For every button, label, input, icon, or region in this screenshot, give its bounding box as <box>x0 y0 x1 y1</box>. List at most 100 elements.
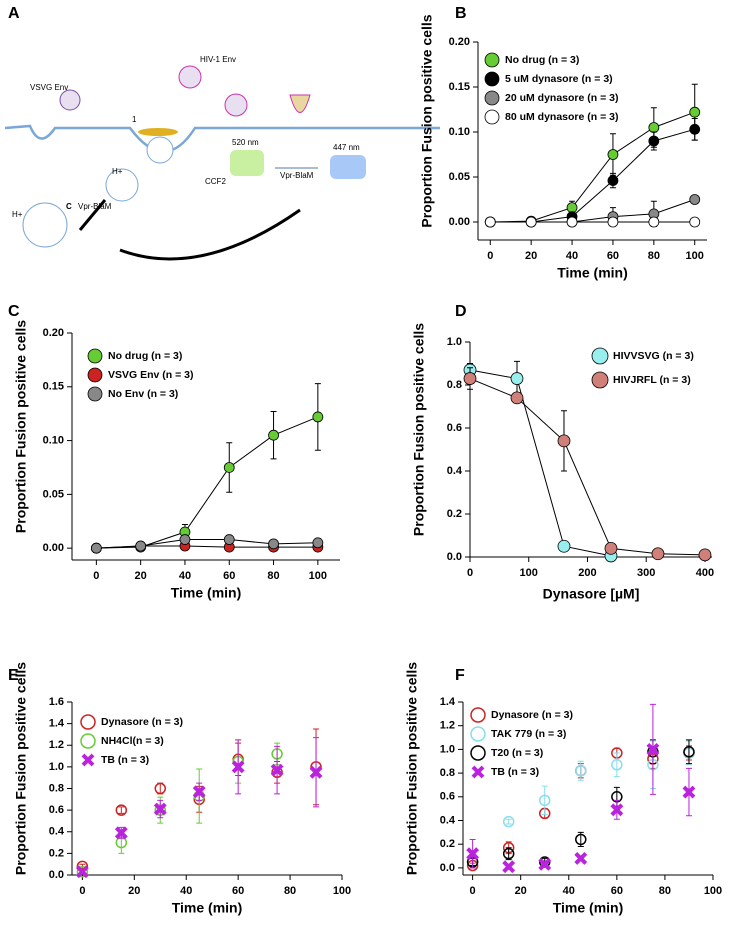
marker <box>268 429 279 441</box>
x-tick-label: 80 <box>648 250 660 262</box>
y-tick-label: 0.20 <box>43 327 64 339</box>
marker <box>223 534 235 545</box>
y-tick-label: 1.2 <box>49 739 64 751</box>
x-tick-label: 60 <box>611 885 623 897</box>
label: CCF2 <box>205 177 226 186</box>
y-axis-label: Proportion Fusion positive cells <box>404 662 420 875</box>
x-tick-label: 100 <box>686 250 704 262</box>
marker <box>648 216 660 228</box>
x-tick-label: 80 <box>284 885 296 897</box>
marker <box>557 434 571 448</box>
marker <box>574 851 588 865</box>
marker <box>75 865 89 879</box>
y-tick-label: 0.10 <box>449 126 470 138</box>
legend-item: TB (n = 3) <box>471 765 539 779</box>
y-tick-label: 0.6 <box>440 791 455 803</box>
marker <box>525 216 537 228</box>
y-tick-label: 1.0 <box>447 336 462 348</box>
series <box>484 83 701 228</box>
y-tick-label: 0.0 <box>440 862 455 874</box>
marker <box>698 548 712 562</box>
label: 447 nm <box>333 143 360 152</box>
legend-label: No drug (n = 3) <box>108 350 182 362</box>
y-tick-label: 1.0 <box>49 761 64 773</box>
marker <box>683 746 695 758</box>
marker <box>607 149 619 160</box>
x-tick-label: 40 <box>179 570 191 582</box>
legend-item: HIVVSVG (n = 3) <box>591 347 694 365</box>
y-tick-label: 0.6 <box>447 422 462 434</box>
y-tick-label: 0.0 <box>49 869 64 881</box>
legend-item: TB (n = 3) <box>81 753 149 767</box>
legend-label: HIVJRFL (n = 3) <box>613 374 691 386</box>
y-tick-label: 0.8 <box>440 767 455 779</box>
marker <box>646 742 660 756</box>
x-tick-label: 40 <box>563 885 575 897</box>
marker <box>689 123 701 135</box>
y-tick-label: 0.8 <box>49 782 64 794</box>
marker <box>312 537 324 549</box>
legend-marker <box>470 745 486 761</box>
marker <box>268 538 279 550</box>
legend-item: Dynasore (n = 3) <box>80 714 183 730</box>
marker <box>651 547 665 561</box>
x-tick-label: 40 <box>180 885 192 897</box>
y-tick-label: 0.6 <box>49 804 64 816</box>
series-line <box>469 378 705 556</box>
y-axis-label: Proportion Fusion positive cells <box>13 320 29 533</box>
marker <box>179 534 191 545</box>
label: C <box>66 202 72 211</box>
series <box>463 360 618 563</box>
marker <box>192 785 206 799</box>
legend-item: NH4Cl(n = 3) <box>80 733 164 749</box>
marker <box>231 760 245 774</box>
legend-item: T20 (n = 3) <box>470 745 543 761</box>
legend-item: HIVJRFL (n = 3) <box>591 371 691 389</box>
series <box>466 739 695 868</box>
legend-marker <box>484 52 500 68</box>
legend-marker <box>80 714 96 730</box>
marker <box>154 782 167 795</box>
marker <box>114 826 128 840</box>
x-axis-label: Time (min) <box>557 265 628 281</box>
marker <box>502 860 516 874</box>
y-tick-label: 0.8 <box>447 379 462 391</box>
x-tick-label: 100 <box>520 567 538 579</box>
legend-marker <box>87 348 103 364</box>
marker <box>611 759 623 771</box>
y-tick-label: 0.10 <box>43 434 64 446</box>
legend-label: HIVVSVG (n = 3) <box>613 350 694 362</box>
y-tick-label: 0.00 <box>449 216 470 228</box>
x-axis-label: Time (min) <box>172 900 243 916</box>
legend-marker <box>470 726 486 742</box>
marker <box>484 216 496 228</box>
legend-item: No Env (n = 3) <box>87 386 178 402</box>
y-tick-label: 0.4 <box>49 826 65 838</box>
label: HIV-1 Env <box>200 55 236 64</box>
legend-item: 5 uM dynasore (n = 3) <box>484 71 613 87</box>
x-tick-label: 60 <box>607 250 619 262</box>
series <box>466 703 696 874</box>
series <box>90 534 324 554</box>
x-tick-label: 20 <box>135 570 147 582</box>
y-tick-label: 1.4 <box>49 718 65 730</box>
y-tick-label: 0.05 <box>449 171 470 183</box>
marker <box>604 542 618 555</box>
legend-item: TAK 779 (n = 3) <box>470 726 566 742</box>
legend-label: 80 uM dynasore (n = 3) <box>505 111 619 123</box>
error-bar <box>541 785 548 816</box>
marker <box>510 391 524 405</box>
marker <box>566 216 578 228</box>
marker <box>510 372 524 385</box>
x-tick-label: 60 <box>232 885 244 897</box>
marker <box>648 122 660 133</box>
error-bar <box>685 739 692 765</box>
x-tick-label: 100 <box>704 885 722 897</box>
marker <box>312 411 324 423</box>
legend-item: 80 uM dynasore (n = 3) <box>484 109 619 125</box>
label: Vpr-BlaM <box>78 202 112 211</box>
panel-label: A <box>8 5 20 22</box>
y-tick-label: 1.4 <box>440 696 456 708</box>
series <box>75 737 323 879</box>
